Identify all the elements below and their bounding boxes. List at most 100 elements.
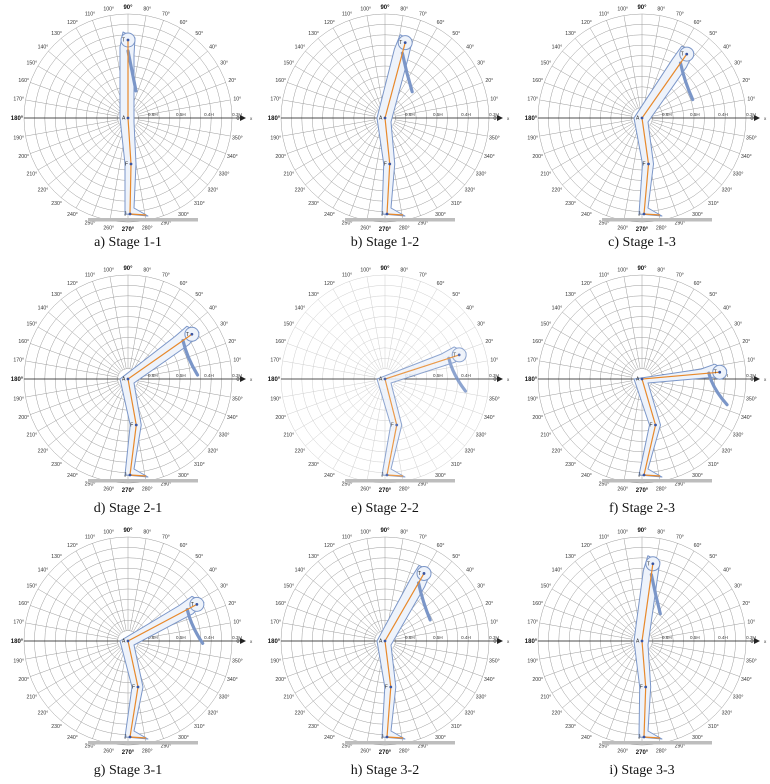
joint-marker — [136, 685, 140, 689]
degree-label: 240° — [581, 735, 592, 741]
grid-spoke — [366, 651, 384, 744]
grid-spokes — [281, 14, 489, 222]
degree-label: 330° — [476, 172, 487, 178]
degree-label: 20° — [485, 339, 493, 345]
grid-spoke — [30, 343, 119, 376]
degree-label: 50° — [452, 554, 460, 560]
grid-spoke — [25, 119, 118, 137]
degree-label: 230° — [565, 201, 576, 207]
grid-spoke — [392, 124, 465, 186]
degree-label: 30° — [477, 61, 485, 67]
degree-label: 90° — [380, 5, 390, 11]
degree-label: 110° — [342, 12, 352, 18]
joint-marker — [403, 41, 407, 45]
body-silhouette — [376, 346, 467, 478]
degree-label: 90° — [637, 266, 647, 272]
degree-label: 10° — [747, 97, 755, 103]
panel-caption: h) Stage 3-2 — [350, 763, 420, 778]
degree-label: 60° — [180, 20, 188, 26]
grid-spoke — [574, 299, 636, 372]
x-axis-label: x — [764, 377, 767, 382]
degree-label: 210° — [27, 433, 38, 439]
degree-label: 240° — [324, 473, 335, 479]
grid-spoke — [392, 647, 465, 709]
degree-label: 140° — [38, 45, 49, 51]
degree-label: 160° — [532, 339, 543, 345]
grid-spoke — [48, 385, 121, 447]
skeleton-line — [384, 573, 425, 738]
grid-spoke — [562, 311, 635, 373]
joint-marker — [385, 735, 389, 739]
grid-spoke — [395, 380, 488, 398]
polar-diagram: 0° 10° 20° 30° 40° 50° 60° 70° 80° 90° 100° 110° 120… — [525, 528, 767, 756]
degree-label: 180° — [11, 639, 24, 645]
grid-spoke — [60, 38, 122, 111]
joint-label: J — [638, 473, 641, 479]
degree-label: 130° — [308, 554, 319, 560]
grid-spoke — [623, 389, 641, 482]
x-axis-label: x — [250, 116, 253, 121]
grid-spoke — [109, 651, 127, 744]
polar-diagram: 0° 10° 20° 30° 40° 50° 60° 70° 80° 90° 100° 110° 120… — [11, 266, 253, 494]
degree-label: 120° — [324, 281, 335, 287]
joint-marker — [642, 473, 646, 477]
grid-spoke — [366, 538, 384, 631]
degree-label: 120° — [581, 543, 592, 549]
grid-spoke — [544, 121, 633, 154]
body-silhouette — [633, 555, 663, 740]
degree-label: 60° — [694, 543, 702, 549]
grid-spoke — [282, 99, 375, 117]
grid-spoke — [392, 50, 465, 112]
joint-label: F — [643, 162, 646, 168]
joint-marker — [195, 602, 199, 606]
degree-label: 260° — [103, 225, 114, 231]
grid-spoke — [394, 121, 483, 154]
degree-label: 340° — [741, 154, 752, 160]
grid-spoke — [137, 644, 226, 677]
degree-label: 290° — [675, 220, 686, 226]
grid-spoke — [645, 281, 678, 370]
grid-spoke — [294, 122, 377, 171]
degree-label: 150° — [541, 322, 552, 328]
degree-label: 90° — [123, 5, 133, 11]
joint-label: J — [381, 735, 384, 741]
grid-spoke — [366, 15, 384, 108]
skeleton-line — [641, 53, 688, 215]
grid-spoke — [131, 281, 164, 370]
grid-spoke — [25, 380, 118, 398]
degree-label: 320° — [208, 187, 219, 193]
joint-label: F — [640, 685, 643, 691]
degree-label: 310° — [451, 201, 462, 207]
grid-spoke — [75, 126, 124, 209]
radius-label: 0.6H — [405, 112, 415, 117]
grid-spoke — [137, 82, 226, 115]
degree-label: 260° — [360, 225, 371, 231]
grid-spoke — [317, 125, 379, 198]
degree-label: 300° — [692, 473, 703, 479]
grid-spoke — [574, 38, 636, 111]
grid-spoke — [394, 382, 483, 415]
joint-marker — [640, 639, 644, 643]
degree-label: 340° — [227, 677, 238, 683]
grid-spoke — [134, 299, 196, 372]
grid-spoke — [60, 648, 122, 721]
radius-label: 0.3H — [746, 112, 756, 117]
degree-label: 350° — [746, 658, 757, 664]
grid-spoke — [623, 128, 641, 221]
degree-label: 60° — [437, 543, 445, 549]
foot-line — [386, 213, 404, 216]
grid-spoke — [92, 388, 125, 477]
radius-label: 0.5H — [176, 373, 186, 378]
panel-stage-3-3: 0° 10° 20° 30° 40° 50° 60° 70° 80° 90° 100° 110° 120… — [514, 523, 770, 784]
degree-label: 30° — [220, 322, 228, 328]
radius-label: 0.4H — [204, 635, 214, 640]
degree-label: 0° — [237, 639, 242, 645]
radius-label: 0.3H — [489, 373, 499, 378]
degree-label: 30° — [477, 322, 485, 328]
radius-label: 0.4H — [461, 373, 471, 378]
degree-label: 330° — [733, 695, 744, 701]
degree-label: 170° — [270, 97, 281, 103]
degree-label: 260° — [617, 225, 628, 231]
degree-label: 180° — [11, 377, 24, 383]
degree-label: 210° — [541, 433, 552, 439]
